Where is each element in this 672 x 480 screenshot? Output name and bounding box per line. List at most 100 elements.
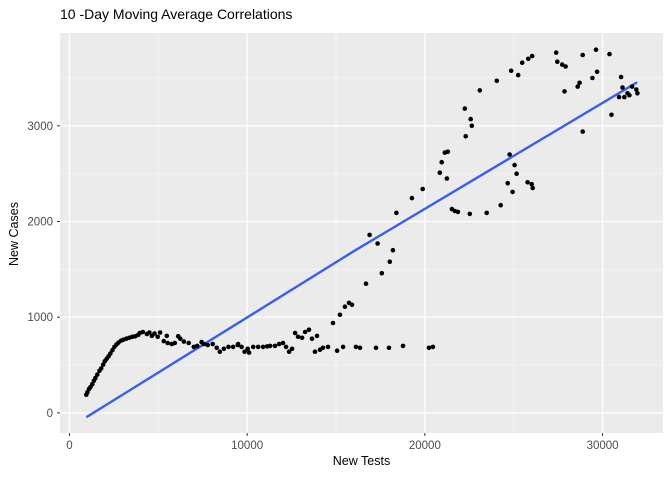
data-point: [519, 60, 525, 65]
data-point: [498, 202, 504, 208]
data-point: [526, 56, 531, 62]
data-point: [529, 53, 535, 59]
data-point: [593, 47, 599, 52]
y-tick-label: 0: [47, 408, 53, 420]
data-point: [607, 51, 612, 57]
chart-title: 10 -Day Moving Average Correlations: [60, 6, 293, 22]
data-point: [292, 330, 298, 336]
data-point: [400, 343, 406, 349]
data-point: [629, 84, 635, 89]
data-point: [357, 345, 363, 351]
data-point: [255, 344, 261, 350]
data-point: [245, 346, 250, 352]
data-point: [309, 336, 315, 342]
data-point: [375, 241, 380, 246]
data-point: [214, 345, 219, 351]
data-point: [445, 149, 451, 154]
data-point: [260, 344, 266, 350]
data-point: [437, 170, 443, 175]
data-point: [609, 112, 614, 118]
data-point: [98, 366, 104, 371]
data-point: [469, 123, 475, 129]
data-point: [349, 302, 355, 308]
y-tick-label: 1000: [27, 312, 53, 324]
data-point: [186, 340, 191, 346]
data-point: [616, 94, 622, 100]
data-point: [514, 171, 519, 176]
data-point: [394, 210, 399, 216]
data-point: [164, 333, 170, 339]
data-point: [525, 180, 530, 185]
data-point: [510, 189, 515, 195]
x-axis-title: New Tests: [332, 454, 391, 468]
data-point: [594, 69, 600, 75]
data-point: [147, 330, 152, 335]
x-tick-label: 0: [66, 440, 72, 452]
data-point: [276, 341, 282, 347]
data-point: [505, 180, 511, 186]
data-point: [302, 329, 308, 335]
data-point: [155, 334, 160, 340]
data-point: [515, 72, 521, 78]
data-point: [217, 349, 223, 355]
data-point: [430, 344, 436, 350]
data-point: [477, 88, 483, 93]
data-point: [455, 209, 461, 215]
data-point: [590, 75, 595, 81]
data-point: [205, 342, 210, 348]
data-point: [295, 334, 301, 340]
data-point: [462, 106, 468, 111]
data-point: [342, 304, 348, 310]
data-point: [577, 80, 582, 86]
data-point: [555, 59, 560, 64]
data-point: [562, 89, 567, 94]
data-point: [194, 343, 200, 349]
data-point: [314, 333, 320, 339]
data-point: [580, 52, 585, 58]
data-point: [239, 344, 244, 350]
data-point: [235, 341, 241, 347]
data-point: [93, 375, 98, 381]
x-tick-label: 30000: [587, 440, 619, 452]
data-point: [622, 94, 627, 100]
data-point: [559, 62, 565, 67]
data-point: [178, 336, 183, 342]
data-point: [181, 339, 187, 344]
data-point: [468, 116, 474, 122]
data-point: [312, 349, 318, 355]
data-point: [110, 347, 115, 353]
trend-line: [85, 81, 638, 418]
y-tick-label: 2000: [27, 217, 53, 229]
data-point: [575, 84, 580, 89]
data-point: [373, 345, 379, 351]
data-point: [157, 330, 163, 335]
data-point: [409, 195, 415, 201]
data-point: [165, 340, 170, 346]
data-point: [463, 134, 469, 139]
data-point: [363, 281, 369, 287]
data-point: [299, 335, 305, 341]
data-point: [330, 320, 336, 326]
data-point: [246, 350, 252, 355]
data-point: [325, 344, 331, 350]
data-point: [635, 91, 640, 96]
data-point: [580, 129, 585, 134]
data-point: [340, 344, 346, 350]
plot-panel: [60, 33, 663, 433]
data-point: [152, 331, 157, 336]
data-point: [161, 338, 167, 344]
data-point: [267, 343, 273, 349]
data-point: [529, 181, 534, 187]
data-point: [379, 270, 385, 276]
data-point: [95, 372, 100, 377]
x-tick-label: 10000: [231, 440, 263, 452]
data-point: [353, 344, 359, 350]
data-point: [387, 259, 393, 265]
data-point: [306, 327, 312, 333]
data-point: [286, 349, 292, 355]
data-point: [444, 176, 450, 181]
data-point: [272, 343, 278, 349]
data-point: [627, 92, 632, 98]
data-point: [334, 348, 340, 354]
